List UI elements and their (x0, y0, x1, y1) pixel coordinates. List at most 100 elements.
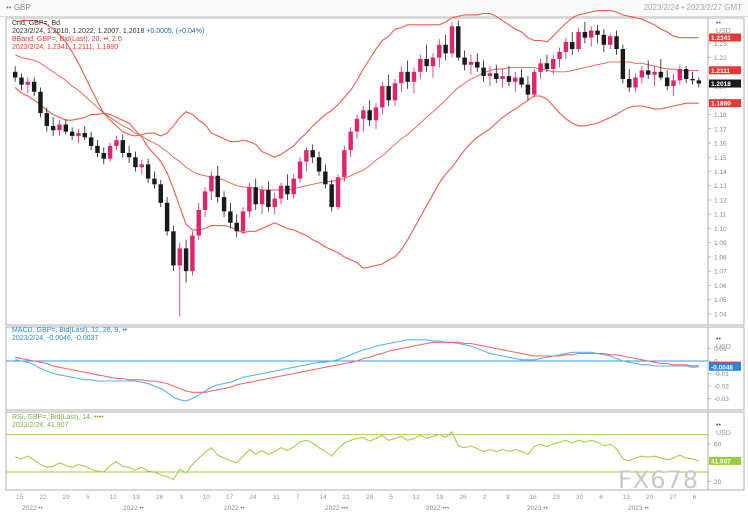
candle-body (582, 31, 588, 38)
candle (475, 53, 480, 72)
candle-body (532, 71, 537, 95)
candle-body (348, 131, 353, 151)
macd-axis-header: •• (716, 336, 721, 343)
candle (247, 182, 252, 218)
candle (671, 73, 676, 97)
candle (57, 120, 62, 136)
candle (683, 66, 689, 84)
candle-body (462, 57, 467, 65)
candle (418, 54, 423, 79)
candle (468, 54, 474, 75)
candle (563, 37, 569, 60)
candle-body (664, 77, 670, 87)
candle-body (107, 145, 113, 159)
candle (538, 59, 543, 79)
candle-body (120, 140, 125, 153)
candle (44, 107, 50, 132)
macd-legend-line: MACD, GBP=, Bid(Last), 12, 26, 9, •• (12, 327, 128, 334)
macd-value-tag-1-bg (709, 362, 741, 371)
candle (101, 147, 107, 165)
x-month-label: 2022 •• (22, 505, 44, 512)
candle-body (607, 36, 613, 45)
candle (139, 160, 144, 175)
x-day-tick-label: 22 (39, 494, 47, 501)
candle (367, 100, 372, 126)
candle (177, 242, 182, 317)
candle (551, 54, 556, 75)
candle (614, 30, 619, 55)
candle (221, 191, 227, 218)
x-day-tick-label: 19 (133, 494, 141, 501)
x-day-tick-label: 7 (296, 494, 300, 501)
candle-body (215, 175, 220, 198)
candle (399, 66, 404, 92)
x-day-tick-label: 6 (599, 494, 603, 501)
x-day-tick-label: 29 (63, 494, 71, 501)
x-month-label: 2023 •• (527, 505, 549, 512)
candle (164, 197, 170, 236)
macd-value-tag-1-text: -0.0046 (711, 364, 733, 371)
y-tick-label: 60 (714, 442, 722, 449)
candle-body (373, 107, 379, 121)
panel-frame-0 (5, 17, 745, 326)
candle (145, 158, 151, 183)
candle-body (183, 248, 189, 272)
y-tick-label: 1.05 (714, 297, 727, 304)
candle-body (506, 76, 512, 82)
y-tick-label: 1.14 (714, 169, 727, 176)
candle-body (633, 77, 638, 88)
candle-body (430, 57, 436, 67)
candle-body (361, 110, 366, 119)
bband-legend-values: 2023/2/24, 1.2341, 1.2111, 1.1880 (12, 44, 119, 51)
candle (253, 178, 258, 210)
y-tick-label: 1.22 (714, 55, 727, 62)
candle-body (367, 110, 372, 121)
candle-body (595, 30, 600, 35)
candle (133, 151, 138, 172)
y-tick-label: 0.01 (714, 346, 727, 353)
candle (38, 87, 43, 118)
candle-body (190, 235, 195, 272)
candle (582, 22, 588, 44)
price-axis-header: •• (716, 20, 721, 27)
price-value-tag-3-text: 1.1880 (711, 101, 731, 108)
x-day-tick-label: 5 (86, 494, 90, 501)
candle-body (335, 177, 341, 208)
x-day-tick-label: 24 (249, 494, 257, 501)
candle (677, 64, 683, 85)
candle-body (380, 86, 385, 108)
candle-body (525, 84, 531, 95)
candle-body (418, 59, 423, 72)
candle-body (316, 157, 322, 172)
y-tick-label: 1.07 (714, 269, 727, 276)
candle (513, 71, 518, 92)
candle (126, 145, 132, 163)
candle-body (196, 209, 201, 236)
candle (392, 78, 398, 107)
y-tick-label: -0.03 (714, 396, 729, 403)
candle (601, 29, 607, 52)
x-day-tick-label: 12 (413, 494, 421, 501)
candle-body (677, 68, 683, 81)
y-tick-label: 1.16 (714, 141, 727, 148)
candle-body (456, 26, 461, 58)
candle (525, 76, 531, 101)
rsi-axis-header: •• (716, 422, 721, 429)
x-day-tick-label: 31 (273, 494, 281, 501)
candle-body (139, 164, 144, 168)
candle-body (443, 44, 448, 54)
candle (278, 182, 284, 205)
candle-body (12, 71, 18, 78)
x-day-tick-label: 15 (16, 494, 24, 501)
candle-body (620, 49, 626, 79)
candle (19, 73, 24, 91)
candle (595, 24, 600, 44)
candle (196, 202, 201, 240)
price-value-tag-0-text: 1.2341 (711, 35, 731, 42)
bollinger-upper-line (15, 10, 699, 158)
window-date-range: 2023/2/24 • 2023/2/27 GMT (643, 3, 742, 12)
macd-series-macd-line (15, 339, 699, 402)
x-day-tick-label: 26 (156, 494, 164, 501)
candle (120, 134, 125, 158)
